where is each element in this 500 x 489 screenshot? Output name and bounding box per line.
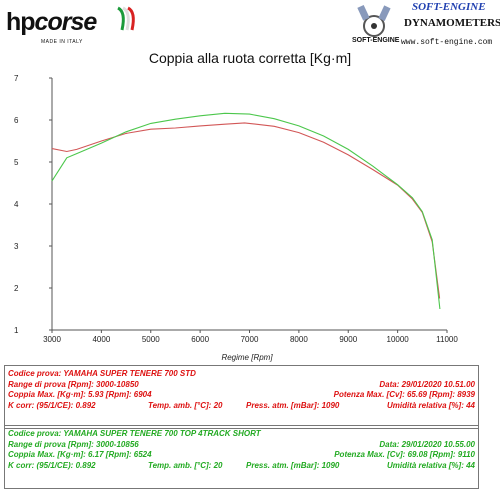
y-tick-label: 6 <box>14 116 19 125</box>
codice-label: Codice prova: YAMAHA SUPER TENERE 700 ST… <box>8 369 196 378</box>
header: hpcorse MADE IN ITALY SOFT-ENGINE DYNAMO… <box>0 0 500 50</box>
info-row: Codice prova: YAMAHA SUPER TENERE 700 TO… <box>8 429 475 439</box>
date-label: Data: 29/01/2020 10.55.00 <box>379 439 475 449</box>
pressure-label: Press. atm. [mBar]: 1090 <box>246 400 340 410</box>
humidity-label: Umidità relativa [%]: 44 <box>386 460 475 470</box>
range-label: Range di prova [Rpm]: 3000-10850 <box>8 379 139 389</box>
chart-title: Coppia alla ruota corretta [Kg·m] <box>148 50 352 66</box>
power-max-label: Potenza Max. [Cv]: 69.08 [Rpm]: 9110 <box>334 450 475 459</box>
info-row: Range di prova [Rpm]: 3000-10850 Data: 29… <box>8 380 475 390</box>
website-label: www.soft-engine.com <box>401 38 493 47</box>
kcorr-label: K corr: (95/1/CE): 0.892 <box>8 400 96 410</box>
info-row: Coppia Max. [Kg·m]: 6.17 [Rpm]: 6524 Pote… <box>8 450 475 460</box>
torque-max-label: Coppia Max. [Kg·m]: 5.93 [Rpm]: 6904 <box>8 390 152 399</box>
y-tick-label: 5 <box>14 158 19 167</box>
x-tick-label: 10000 <box>387 335 410 344</box>
x-tick-label: 5000 <box>142 335 160 344</box>
info-row: Codice prova: YAMAHA SUPER TENERE 700 ST… <box>8 369 475 379</box>
flag-icon <box>117 6 135 31</box>
dynamometers-label: DYNAMOMETERS <box>404 17 500 29</box>
logo-hp: hp <box>6 8 36 36</box>
range-label: Range di prova [Rpm]: 3000-10856 <box>8 439 139 449</box>
torque-chart: 1 2 3 4 5 6 7 3000 4000 5000 6000 7000 8000 9000 1000… <box>14 74 458 362</box>
date-label: Data: 29/01/2020 10.51.00 <box>379 379 475 389</box>
x-tick-label: 7000 <box>241 335 259 344</box>
x-tick-label: 6000 <box>191 335 209 344</box>
test-info-box-top: Codice prova: YAMAHA SUPER TENERE 700 TO… <box>4 425 479 489</box>
logo-subtitle: MADE IN ITALY <box>41 39 83 45</box>
hpcorse-logo: hpcorse <box>6 8 98 37</box>
soft-engine-small: SOFT-ENGINE <box>352 37 400 44</box>
humidity-label: Umidità relativa [%]: 44 <box>386 400 475 410</box>
temperature-label: Temp. amb. [°C]: 20 <box>148 460 223 470</box>
series-line-std <box>51 122 441 299</box>
x-tick-label: 3000 <box>43 335 61 344</box>
x-axis-label: Regime [Rpm] <box>221 353 273 362</box>
torque-max-label: Coppia Max. [Kg·m]: 6.17 [Rpm]: 6524 <box>8 450 152 459</box>
power-max-label: Potenza Max. [Cv]: 65.69 [Rpm]: 8939 <box>333 390 475 399</box>
y-tick-label: 3 <box>14 242 19 251</box>
info-row: Coppia Max. [Kg·m]: 5.93 [Rpm]: 6904 Pote… <box>8 390 475 400</box>
y-tick-label: 2 <box>14 284 19 293</box>
info-row: K corr: (95/1/CE): 0.892 Temp. amb. [°C]:… <box>8 401 475 411</box>
y-tick-label: 4 <box>14 200 19 209</box>
pressure-label: Press. atm. [mBar]: 1090 <box>246 460 340 470</box>
y-tick-label: 1 <box>14 326 19 335</box>
kcorr-label: K corr: (95/1/CE): 0.892 <box>8 460 96 470</box>
x-tick-label: 8000 <box>290 335 308 344</box>
info-row: K corr: (95/1/CE): 0.892 Temp. amb. [°C]:… <box>8 461 475 471</box>
codice-label: Codice prova: YAMAHA SUPER TENERE 700 TO… <box>8 429 261 438</box>
info-row: Range di prova [Rpm]: 3000-10856 Data: 29… <box>8 440 475 450</box>
series-line-top <box>51 112 441 310</box>
test-info-box-std: Codice prova: YAMAHA SUPER TENERE 700 ST… <box>4 365 479 429</box>
soft-engine-title: SOFT-ENGINE <box>412 1 486 13</box>
engine-logo-icon <box>357 4 391 37</box>
logo-corse: corse <box>34 8 98 36</box>
y-tick-label: 7 <box>14 74 19 83</box>
temperature-label: Temp. amb. [°C]: 20 <box>148 400 223 410</box>
x-tick-label: 9000 <box>339 335 357 344</box>
x-tick-label: 11000 <box>436 335 458 344</box>
x-tick-label: 4000 <box>92 335 110 344</box>
